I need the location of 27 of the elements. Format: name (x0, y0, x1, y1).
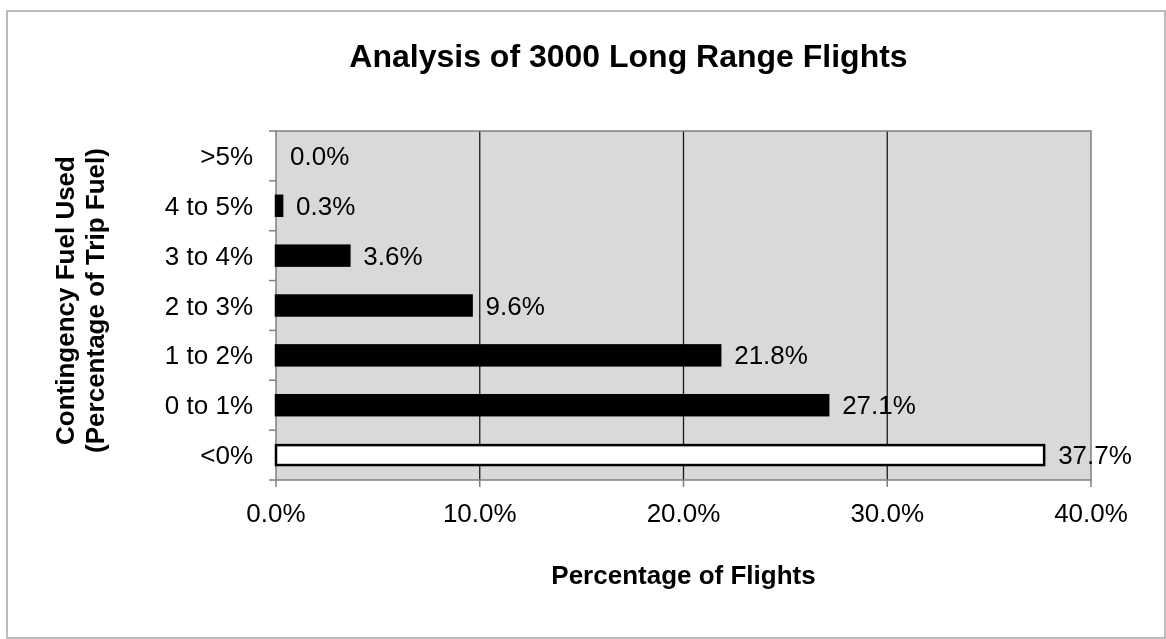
x-axis-title: Percentage of Flights (551, 560, 816, 590)
data-label: 21.8% (734, 340, 808, 371)
x-tick-label: 40.0% (1054, 498, 1128, 528)
bar (274, 194, 284, 218)
y-axis-title: Contingency Fuel Used (Percentage of Trip Fuel) (50, 148, 110, 453)
x-tick-label: 30.0% (850, 498, 925, 528)
y-tick-label: >5% (200, 140, 253, 171)
data-label: 0.0% (290, 140, 350, 171)
y-tick-label: 2 to 3% (164, 290, 253, 321)
bar (274, 244, 351, 267)
y-tick-label: 4 to 5% (164, 190, 253, 221)
x-tick-label: 10.0% (442, 498, 517, 528)
data-label: 9.6% (485, 290, 545, 321)
y-tick-label: <0% (200, 440, 253, 471)
chart-title: Analysis of 3000 Long Range Flights (349, 38, 908, 74)
bar (274, 294, 473, 317)
y-tick-label: 3 to 4% (164, 240, 253, 271)
data-label: 0.3% (296, 190, 356, 221)
x-tick-label: 20.0% (646, 498, 721, 528)
y-tick-label: 1 to 2% (164, 340, 253, 371)
x-tick-label: 0.0% (246, 498, 306, 528)
y-tick-label: 0 to 1% (164, 390, 253, 421)
data-label: 3.6% (363, 240, 423, 271)
bar (274, 443, 1046, 467)
bar (274, 393, 830, 417)
data-label: 37.7% (1058, 440, 1132, 471)
bar (274, 344, 722, 367)
